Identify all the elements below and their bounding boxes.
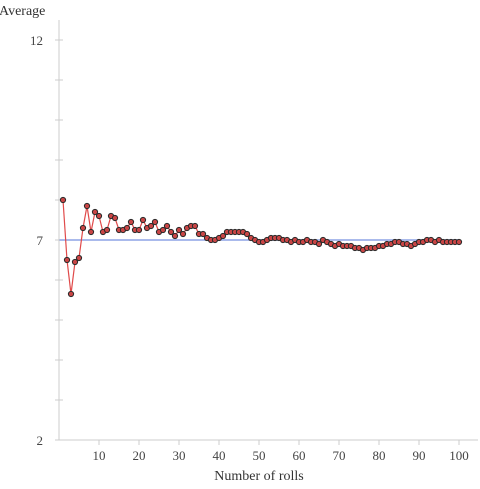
data-point[interactable]	[175, 226, 183, 234]
data-point[interactable]	[199, 230, 207, 238]
data-point[interactable]	[83, 202, 91, 210]
data-point[interactable]	[87, 228, 95, 236]
x-tick-label: 20	[133, 448, 146, 463]
data-point[interactable]	[123, 224, 131, 232]
data-point[interactable]	[159, 226, 167, 234]
data-point[interactable]	[75, 254, 83, 262]
x-axis-title: Number of rolls	[214, 469, 303, 484]
data-point[interactable]	[71, 258, 79, 266]
y-axis-title: Average	[0, 4, 45, 19]
data-point[interactable]	[91, 208, 99, 216]
data-point[interactable]	[79, 224, 87, 232]
y-tick-label: 7	[37, 233, 44, 248]
data-point[interactable]	[315, 240, 323, 248]
y-tick-label: 2	[37, 433, 44, 448]
x-tick-label: 70	[333, 448, 346, 463]
x-tick-label: 50	[253, 448, 266, 463]
x-tick-label: 90	[413, 448, 426, 463]
data-point[interactable]	[151, 218, 159, 226]
data-point[interactable]	[219, 232, 227, 240]
data-point[interactable]	[171, 232, 179, 240]
x-tick-label: 100	[449, 448, 469, 463]
data-point[interactable]	[95, 212, 103, 220]
data-point[interactable]	[67, 290, 75, 298]
data-point[interactable]	[167, 228, 175, 236]
data-point[interactable]	[243, 230, 251, 238]
x-tick-label: 60	[293, 448, 306, 463]
data-point[interactable]	[139, 216, 147, 224]
data-point[interactable]	[103, 226, 111, 234]
x-tick-label: 80	[373, 448, 386, 463]
data-point[interactable]	[179, 230, 187, 238]
x-tick-label: 30	[173, 448, 186, 463]
series-line	[62, 199, 459, 295]
axes: 2 7 12 10 20 30 40 50 60 70 80 90 100	[30, 20, 478, 463]
data-point[interactable]	[135, 226, 143, 234]
data-point[interactable]	[63, 256, 71, 264]
data-point[interactable]	[127, 218, 135, 226]
x-tick-label: 10	[93, 448, 106, 463]
data-point[interactable]	[147, 222, 155, 230]
y-tick-label: 12	[30, 33, 43, 48]
series-group	[59, 196, 463, 298]
data-point[interactable]	[111, 214, 119, 222]
data-point[interactable]	[455, 238, 463, 246]
data-point[interactable]	[59, 196, 67, 204]
data-point[interactable]	[163, 222, 171, 230]
x-tick-label: 40	[213, 448, 226, 463]
data-point[interactable]	[191, 222, 199, 230]
